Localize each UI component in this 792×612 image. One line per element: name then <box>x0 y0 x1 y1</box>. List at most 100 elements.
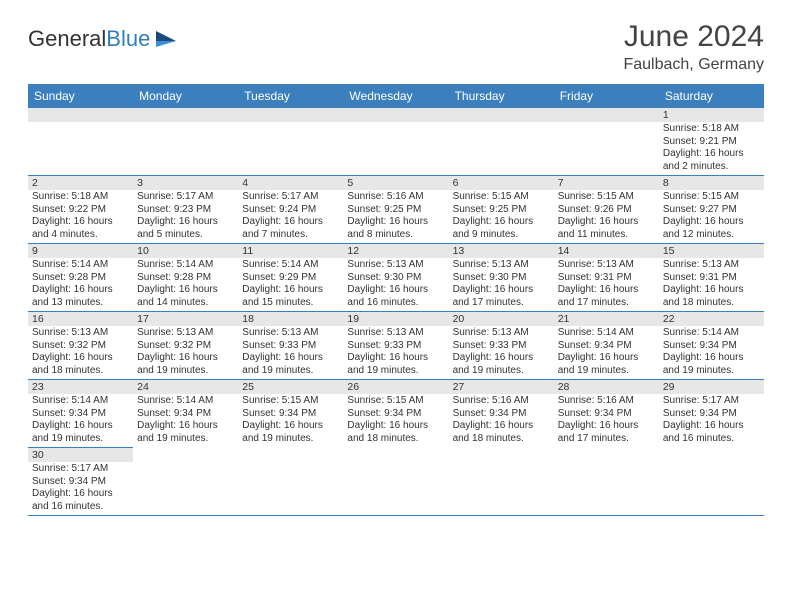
day-details: Sunrise: 5:18 AMSunset: 9:21 PMDaylight:… <box>659 122 764 175</box>
daylight-text: Daylight: 16 hours and 17 minutes. <box>558 284 655 309</box>
sunrise-text: Sunrise: 5:18 AM <box>32 191 129 204</box>
day-details: Sunrise: 5:17 AMSunset: 9:34 PMDaylight:… <box>28 462 133 515</box>
sunrise-text: Sunrise: 5:16 AM <box>558 395 655 408</box>
sunset-text: Sunset: 9:30 PM <box>453 272 550 285</box>
day-number: 14 <box>554 244 659 258</box>
empty-day-header <box>449 108 554 122</box>
sunset-text: Sunset: 9:34 PM <box>32 476 129 489</box>
calendar-day-cell: 1Sunrise: 5:18 AMSunset: 9:21 PMDaylight… <box>659 108 764 176</box>
daylight-text: Daylight: 16 hours and 7 minutes. <box>242 216 339 241</box>
day-details: Sunrise: 5:13 AMSunset: 9:33 PMDaylight:… <box>238 326 343 379</box>
calendar-day-cell <box>449 108 554 176</box>
daylight-text: Daylight: 16 hours and 13 minutes. <box>32 284 129 309</box>
day-details: Sunrise: 5:14 AMSunset: 9:34 PMDaylight:… <box>659 326 764 379</box>
sunrise-text: Sunrise: 5:13 AM <box>242 327 339 340</box>
empty-day-header <box>28 108 133 122</box>
day-details: Sunrise: 5:15 AMSunset: 9:27 PMDaylight:… <box>659 190 764 243</box>
sunset-text: Sunset: 9:21 PM <box>663 136 760 149</box>
sunset-text: Sunset: 9:34 PM <box>558 408 655 421</box>
sunrise-text: Sunrise: 5:14 AM <box>32 259 129 272</box>
day-number: 26 <box>343 380 448 394</box>
calendar-week-row: 9Sunrise: 5:14 AMSunset: 9:28 PMDaylight… <box>28 244 764 312</box>
sunset-text: Sunset: 9:28 PM <box>32 272 129 285</box>
sunset-text: Sunset: 9:28 PM <box>137 272 234 285</box>
sunset-text: Sunset: 9:26 PM <box>558 204 655 217</box>
calendar-day-cell: 19Sunrise: 5:13 AMSunset: 9:33 PMDayligh… <box>343 312 448 380</box>
daylight-text: Daylight: 16 hours and 2 minutes. <box>663 148 760 173</box>
sunrise-text: Sunrise: 5:15 AM <box>663 191 760 204</box>
calendar-day-cell: 15Sunrise: 5:13 AMSunset: 9:31 PMDayligh… <box>659 244 764 312</box>
calendar-day-cell: 3Sunrise: 5:17 AMSunset: 9:23 PMDaylight… <box>133 176 238 244</box>
day-number: 19 <box>343 312 448 326</box>
sunset-text: Sunset: 9:23 PM <box>137 204 234 217</box>
day-number: 5 <box>343 176 448 190</box>
daylight-text: Daylight: 16 hours and 19 minutes. <box>347 352 444 377</box>
day-details: Sunrise: 5:14 AMSunset: 9:34 PMDaylight:… <box>554 326 659 379</box>
sunset-text: Sunset: 9:22 PM <box>32 204 129 217</box>
empty-day-header <box>554 108 659 122</box>
month-title: June 2024 <box>623 20 764 54</box>
sunrise-text: Sunrise: 5:18 AM <box>663 123 760 136</box>
calendar-day-cell: 9Sunrise: 5:14 AMSunset: 9:28 PMDaylight… <box>28 244 133 312</box>
day-details: Sunrise: 5:15 AMSunset: 9:26 PMDaylight:… <box>554 190 659 243</box>
calendar-day-cell: 21Sunrise: 5:14 AMSunset: 9:34 PMDayligh… <box>554 312 659 380</box>
day-details: Sunrise: 5:13 AMSunset: 9:30 PMDaylight:… <box>449 258 554 311</box>
day-number: 22 <box>659 312 764 326</box>
calendar-table: Sunday Monday Tuesday Wednesday Thursday… <box>28 84 764 516</box>
sunset-text: Sunset: 9:31 PM <box>558 272 655 285</box>
daylight-text: Daylight: 16 hours and 5 minutes. <box>137 216 234 241</box>
day-number: 15 <box>659 244 764 258</box>
sunrise-text: Sunrise: 5:14 AM <box>32 395 129 408</box>
day-details: Sunrise: 5:15 AMSunset: 9:25 PMDaylight:… <box>449 190 554 243</box>
calendar-day-cell: 24Sunrise: 5:14 AMSunset: 9:34 PMDayligh… <box>133 380 238 448</box>
sunrise-text: Sunrise: 5:17 AM <box>242 191 339 204</box>
day-number: 11 <box>238 244 343 258</box>
calendar-day-cell: 28Sunrise: 5:16 AMSunset: 9:34 PMDayligh… <box>554 380 659 448</box>
day-details: Sunrise: 5:13 AMSunset: 9:31 PMDaylight:… <box>659 258 764 311</box>
calendar-day-cell: 27Sunrise: 5:16 AMSunset: 9:34 PMDayligh… <box>449 380 554 448</box>
sunrise-text: Sunrise: 5:13 AM <box>558 259 655 272</box>
calendar-day-cell: 4Sunrise: 5:17 AMSunset: 9:24 PMDaylight… <box>238 176 343 244</box>
location: Faulbach, Germany <box>623 56 764 74</box>
calendar-day-cell <box>659 448 764 516</box>
sunset-text: Sunset: 9:30 PM <box>347 272 444 285</box>
daylight-text: Daylight: 16 hours and 15 minutes. <box>242 284 339 309</box>
sunrise-text: Sunrise: 5:15 AM <box>347 395 444 408</box>
daylight-text: Daylight: 16 hours and 18 minutes. <box>453 420 550 445</box>
sunrise-text: Sunrise: 5:13 AM <box>347 259 444 272</box>
calendar-day-cell: 22Sunrise: 5:14 AMSunset: 9:34 PMDayligh… <box>659 312 764 380</box>
day-details: Sunrise: 5:15 AMSunset: 9:34 PMDaylight:… <box>238 394 343 447</box>
col-monday: Monday <box>133 85 238 108</box>
day-details: Sunrise: 5:14 AMSunset: 9:29 PMDaylight:… <box>238 258 343 311</box>
day-number: 4 <box>238 176 343 190</box>
col-tuesday: Tuesday <box>238 85 343 108</box>
sunset-text: Sunset: 9:33 PM <box>453 340 550 353</box>
sunset-text: Sunset: 9:32 PM <box>137 340 234 353</box>
sunrise-text: Sunrise: 5:17 AM <box>137 191 234 204</box>
day-details: Sunrise: 5:14 AMSunset: 9:28 PMDaylight:… <box>133 258 238 311</box>
empty-day-header <box>343 108 448 122</box>
day-number: 29 <box>659 380 764 394</box>
day-number: 20 <box>449 312 554 326</box>
sunrise-text: Sunrise: 5:13 AM <box>32 327 129 340</box>
calendar-day-cell: 18Sunrise: 5:13 AMSunset: 9:33 PMDayligh… <box>238 312 343 380</box>
sunrise-text: Sunrise: 5:13 AM <box>453 327 550 340</box>
weekday-header-row: Sunday Monday Tuesday Wednesday Thursday… <box>28 85 764 108</box>
calendar-day-cell: 20Sunrise: 5:13 AMSunset: 9:33 PMDayligh… <box>449 312 554 380</box>
sunset-text: Sunset: 9:25 PM <box>453 204 550 217</box>
day-details: Sunrise: 5:16 AMSunset: 9:25 PMDaylight:… <box>343 190 448 243</box>
sunset-text: Sunset: 9:34 PM <box>242 408 339 421</box>
day-details: Sunrise: 5:13 AMSunset: 9:33 PMDaylight:… <box>343 326 448 379</box>
daylight-text: Daylight: 16 hours and 17 minutes. <box>558 420 655 445</box>
day-number: 21 <box>554 312 659 326</box>
sunset-text: Sunset: 9:27 PM <box>663 204 760 217</box>
calendar-day-cell: 29Sunrise: 5:17 AMSunset: 9:34 PMDayligh… <box>659 380 764 448</box>
sunset-text: Sunset: 9:34 PM <box>453 408 550 421</box>
sunset-text: Sunset: 9:32 PM <box>32 340 129 353</box>
calendar-day-cell: 13Sunrise: 5:13 AMSunset: 9:30 PMDayligh… <box>449 244 554 312</box>
sunset-text: Sunset: 9:34 PM <box>558 340 655 353</box>
col-sunday: Sunday <box>28 85 133 108</box>
day-number: 10 <box>133 244 238 258</box>
title-block: June 2024 Faulbach, Germany <box>623 20 764 74</box>
sunrise-text: Sunrise: 5:16 AM <box>453 395 550 408</box>
